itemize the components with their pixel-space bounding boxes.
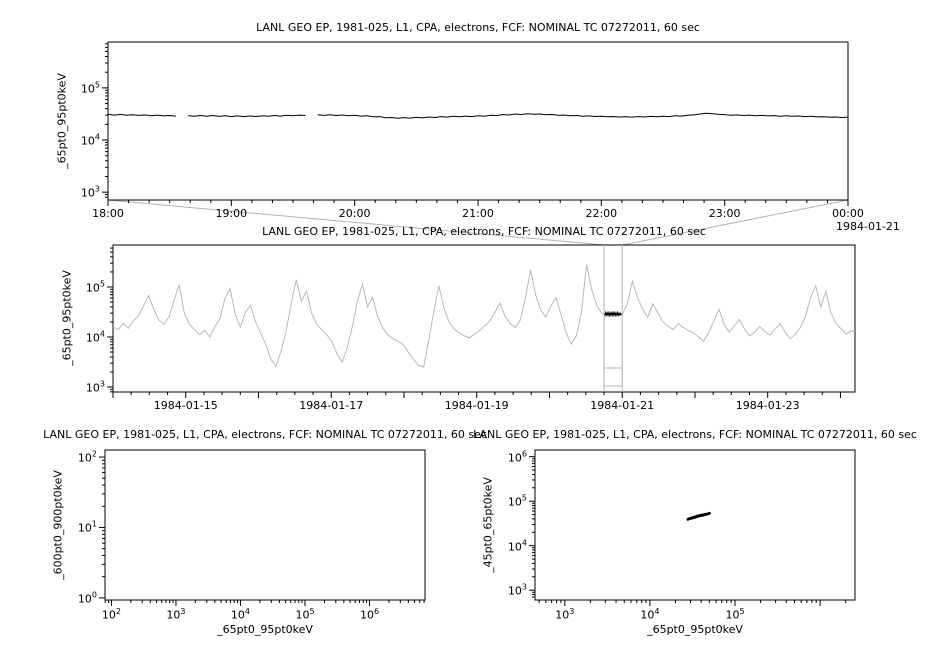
plot-area-scatter-45-65[interactable] [534, 449, 856, 601]
x-tick-label[interactable]: 105 [295, 607, 315, 622]
x-tick-label[interactable]: 1984-01-21 [590, 399, 655, 412]
x-tick-label[interactable]: 1984-01-23 [735, 399, 800, 412]
y-tick-label[interactable]: 103 [85, 379, 105, 395]
y-tick-label[interactable]: 103 [507, 582, 527, 598]
x-tick-label[interactable]: 1984-01-15 [153, 399, 218, 412]
scatter-point [693, 515, 696, 519]
plot-title-context: LANL GEO EP, 1981-025, L1, CPA, electron… [262, 225, 706, 238]
scatter-point [699, 514, 703, 517]
context-connector-right [622, 199, 849, 246]
selection-handle[interactable] [603, 367, 623, 387]
x-tick-label[interactable]: 19:00 [215, 207, 248, 220]
plot-title-detail: LANL GEO EP, 1981-025, L1, CPA, electron… [256, 21, 700, 34]
plot-title-scatter-left: LANL GEO EP, 1981-025, L1, CPA, electron… [43, 428, 487, 441]
x-tick-label[interactable]: 104 [230, 607, 251, 622]
series-line-0 [107, 113, 176, 117]
y-tick-label[interactable]: 104 [85, 329, 105, 345]
x-tick-label[interactable]: 21:00 [462, 207, 494, 220]
scatter-point [708, 511, 711, 515]
y-tick-label[interactable]: 105 [507, 493, 527, 509]
x-tick-label[interactable]: 20:00 [338, 207, 371, 220]
series-line-0 [188, 114, 306, 118]
x-axis-label-scatter-left[interactable]: _65pt0_95pt0keV [217, 623, 313, 636]
x-tick-label[interactable]: 23:00 [708, 207, 741, 220]
context-connector-left [107, 199, 605, 246]
series-line-0 [317, 112, 849, 119]
x-tick-label[interactable]: 103 [166, 607, 186, 622]
axis-context-date: 1984-01-21 [836, 220, 900, 233]
series-line-1 [603, 310, 623, 318]
y-tick-label[interactable]: 100 [77, 590, 97, 606]
y-tick-label[interactable]: 105 [85, 279, 105, 295]
x-tick-label[interactable]: 103 [555, 607, 575, 622]
series-line-0 [112, 264, 856, 368]
x-tick-label[interactable]: 22:00 [585, 207, 618, 220]
y-tick-label[interactable]: 102 [77, 449, 97, 465]
x-tick-label[interactable]: 102 [101, 607, 121, 622]
scatter-point [695, 515, 699, 518]
y-tick-label[interactable]: 101 [77, 520, 97, 535]
x-tick-label[interactable]: 00:00 [832, 207, 864, 220]
x-tick-label[interactable]: 18:00 [92, 207, 124, 220]
x-tick-label[interactable]: 106 [359, 607, 380, 622]
y-tick-label[interactable]: 104 [507, 538, 527, 554]
y-axis-label-detail[interactable]: _65pt0_95pt0keV [55, 73, 69, 169]
y-axis-label-context[interactable]: _65pt0_95pt0keV [60, 270, 74, 366]
y-axis-label-scatter-left[interactable]: _600pt0_900pt0keV [51, 470, 65, 580]
plot-title-scatter-right: LANL GEO EP, 1981-025, L1, CPA, electron… [473, 428, 917, 441]
x-tick-label[interactable]: 104 [640, 607, 660, 622]
plot-area-scatter-600-900[interactable] [104, 449, 426, 601]
y-tick-label[interactable]: 103 [80, 184, 100, 200]
y-tick-label[interactable]: 104 [80, 132, 100, 148]
y-tick-label[interactable]: 105 [80, 80, 100, 96]
x-tick-label[interactable]: 1984-01-17 [299, 399, 364, 412]
y-tick-label[interactable]: 106 [507, 449, 527, 464]
x-tick-label[interactable]: 105 [725, 607, 745, 622]
x-axis-label-scatter-right[interactable]: _65pt0_95pt0keV [647, 623, 743, 636]
x-tick-label[interactable]: 1984-01-19 [444, 399, 509, 412]
y-axis-label-scatter-right[interactable]: _45pt0_65pt0keV [481, 477, 495, 573]
plot-area-context-overview[interactable] [112, 244, 856, 393]
